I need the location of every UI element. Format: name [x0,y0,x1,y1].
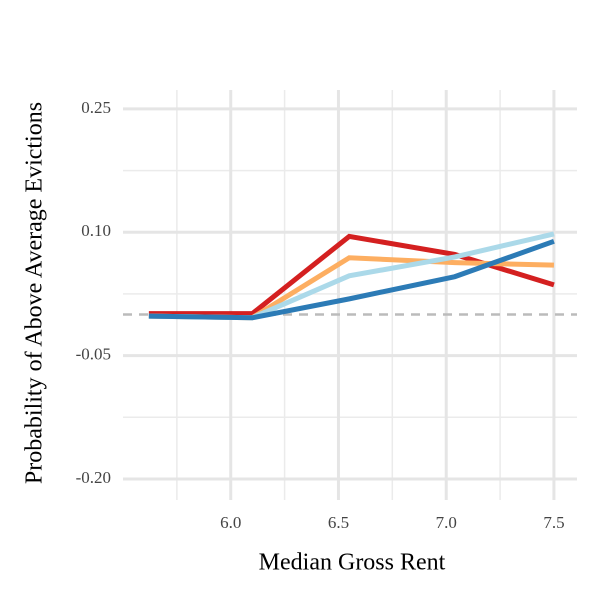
x-tick-label: 7.5 [543,513,564,532]
series-line [148,238,555,321]
y-axis-title: Probability of Above Average Evictions [22,102,48,484]
x-tick-label: 6.0 [220,513,241,532]
x-axis-title: Median Gross Rent [259,550,446,576]
y-tick-label: 0.25 [81,98,111,117]
x-tick-label: 6.5 [328,513,349,532]
x-tick-label: 7.0 [436,513,457,532]
series-line [148,231,555,321]
y-tick-label: -0.05 [76,345,111,364]
y-tick-label: -0.20 [76,468,111,487]
y-tick-label: 0.10 [81,221,111,240]
